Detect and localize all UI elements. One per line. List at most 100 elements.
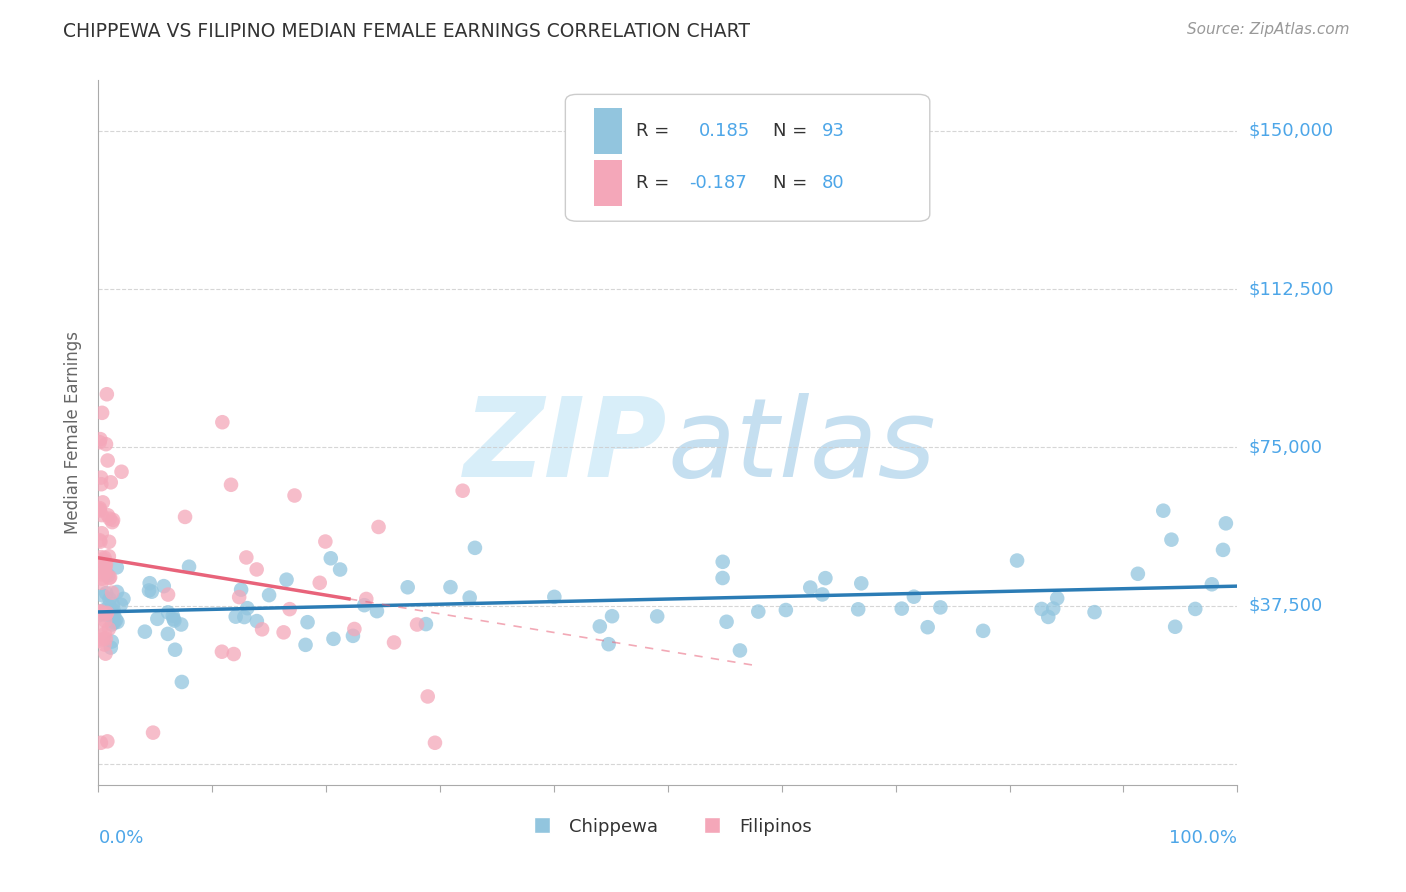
Point <box>98 604 121 618</box>
Point <box>97 453 120 467</box>
Text: ZIP: ZIP <box>464 393 668 500</box>
Point <box>294 638 316 652</box>
Point <box>157 588 180 602</box>
Point <box>96 734 118 748</box>
Point <box>101 617 124 632</box>
Point <box>90 526 112 541</box>
Point <box>98 570 121 584</box>
Point <box>101 515 124 529</box>
Point <box>396 580 419 594</box>
Point <box>96 606 118 620</box>
Point <box>93 566 115 580</box>
Point <box>236 601 259 615</box>
Point <box>138 576 160 591</box>
Point <box>89 432 111 446</box>
Text: $75,000: $75,000 <box>1249 438 1323 457</box>
Point <box>94 614 117 628</box>
Point <box>170 617 193 632</box>
Point <box>273 625 295 640</box>
Point <box>112 591 135 606</box>
Point <box>903 590 925 604</box>
Text: atlas: atlas <box>668 393 936 500</box>
Point <box>105 560 128 574</box>
Point <box>100 475 122 490</box>
Point <box>246 562 269 576</box>
Point <box>177 559 200 574</box>
Point <box>314 534 336 549</box>
Point <box>100 640 122 655</box>
Point <box>100 634 122 648</box>
Point <box>90 736 112 750</box>
Point <box>799 581 821 595</box>
Point <box>98 599 121 613</box>
Point <box>141 584 163 599</box>
Point <box>543 590 565 604</box>
Point <box>93 561 115 575</box>
Point <box>163 614 186 628</box>
Point <box>1005 553 1028 567</box>
Point <box>94 437 117 451</box>
Point <box>283 488 305 502</box>
Point <box>90 620 112 634</box>
Point <box>110 465 132 479</box>
Point <box>97 622 120 636</box>
Point <box>98 571 121 585</box>
Text: -0.187: -0.187 <box>689 174 747 192</box>
Point <box>1042 601 1064 615</box>
Point <box>1152 504 1174 518</box>
Point <box>98 592 121 607</box>
Point <box>170 675 193 690</box>
Point <box>1184 602 1206 616</box>
Point <box>174 510 197 524</box>
Point <box>814 571 837 585</box>
Point <box>423 736 446 750</box>
Text: $150,000: $150,000 <box>1249 122 1333 140</box>
Point <box>1164 620 1187 634</box>
Text: 0.185: 0.185 <box>699 122 749 140</box>
Point <box>94 632 117 646</box>
Point <box>1083 605 1105 619</box>
Point <box>93 561 115 575</box>
Point <box>439 580 461 594</box>
Point <box>101 513 124 527</box>
Point <box>98 511 121 525</box>
Point <box>1215 516 1237 531</box>
Point <box>94 647 117 661</box>
Point <box>93 550 115 565</box>
Point <box>229 582 252 597</box>
Point <box>250 623 273 637</box>
Point <box>464 541 486 555</box>
Point <box>458 591 481 605</box>
Point <box>972 624 994 638</box>
FancyBboxPatch shape <box>593 109 623 154</box>
Point <box>1126 566 1149 581</box>
Point <box>91 632 114 647</box>
Point <box>851 576 873 591</box>
Point <box>89 633 111 648</box>
Text: CHIPPEWA VS FILIPINO MEDIAN FEMALE EARNINGS CORRELATION CHART: CHIPPEWA VS FILIPINO MEDIAN FEMALE EARNI… <box>63 22 751 41</box>
Point <box>228 590 250 604</box>
Text: 93: 93 <box>821 122 845 140</box>
Point <box>1201 577 1223 591</box>
Point <box>89 502 111 516</box>
Point <box>929 600 952 615</box>
Point <box>917 620 939 634</box>
Text: 0.0%: 0.0% <box>98 830 143 847</box>
Point <box>98 534 121 549</box>
Point <box>257 588 280 602</box>
Point <box>94 554 117 568</box>
Point <box>96 607 118 621</box>
Point <box>233 610 256 624</box>
Point <box>451 483 474 498</box>
Point <box>156 605 179 619</box>
Point <box>416 690 439 704</box>
Point <box>319 551 342 566</box>
Point <box>91 589 114 603</box>
Point <box>94 627 117 641</box>
Point <box>142 725 165 739</box>
Point <box>342 629 364 643</box>
Point <box>105 613 128 627</box>
Point <box>101 597 124 611</box>
Point <box>90 572 112 586</box>
Point <box>89 534 111 549</box>
